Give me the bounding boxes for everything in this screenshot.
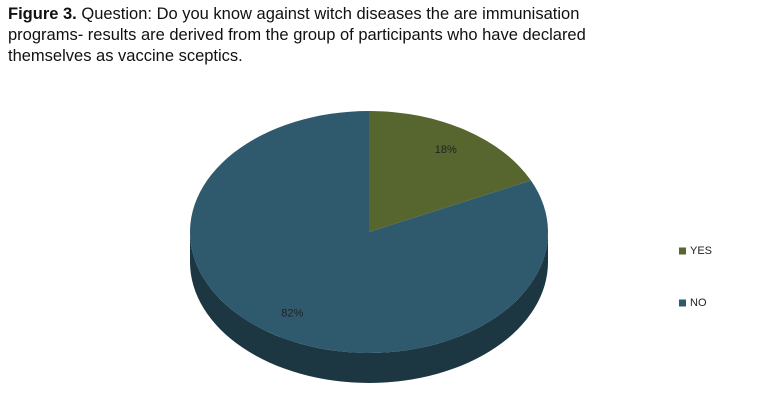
- pie-slice: [369, 111, 531, 232]
- title-text: Question: Do you know against witch dise…: [8, 5, 586, 65]
- legend-swatch: [679, 247, 686, 255]
- legend-swatch: [679, 299, 686, 307]
- pie-slice: [189, 111, 548, 353]
- legend-label: NO: [690, 297, 707, 309]
- data-label: 82%: [281, 308, 303, 320]
- chart-title: Figure 3. Question: Do you know against …: [8, 4, 623, 67]
- figure-label: Figure 3.: [8, 5, 77, 23]
- data-label: 18%: [435, 144, 457, 156]
- pie-side: [190, 232, 548, 383]
- legend-label: YES: [690, 245, 712, 257]
